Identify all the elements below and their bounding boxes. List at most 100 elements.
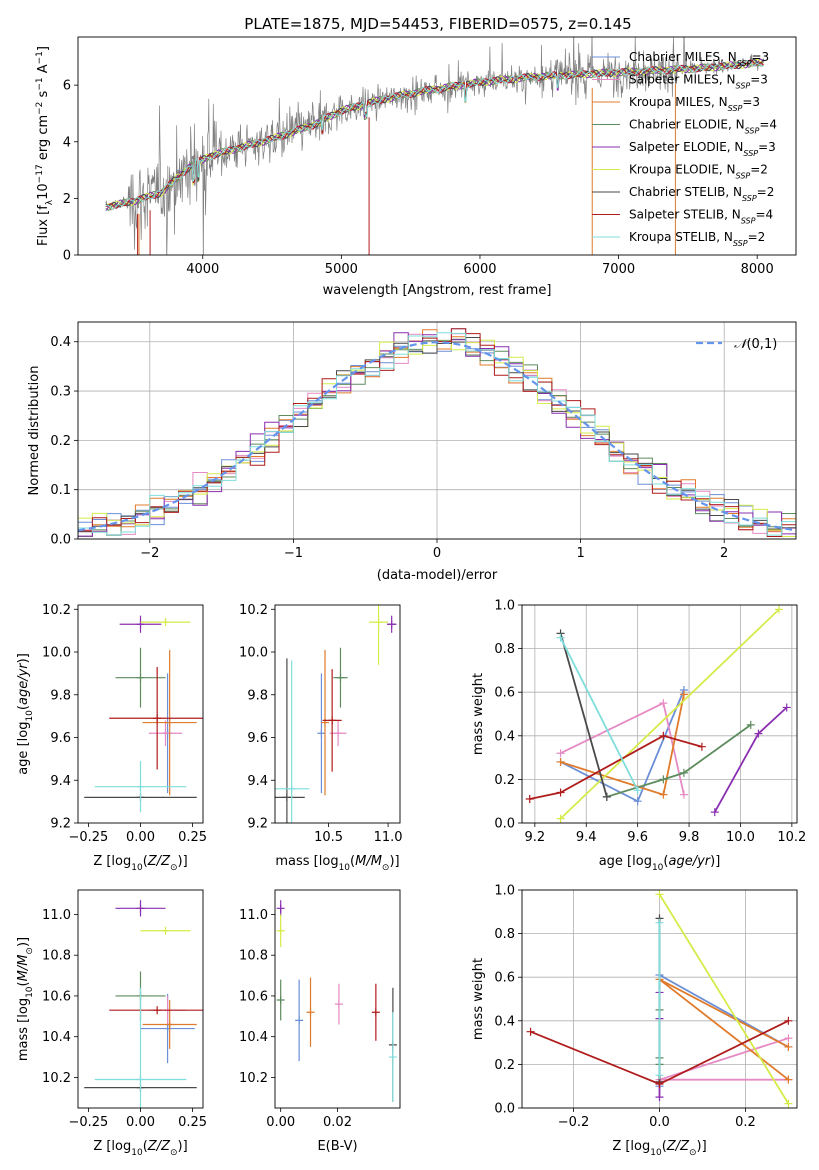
legend-text: Kroupa STELIB, N: [629, 230, 733, 244]
series-marker: [655, 1093, 664, 1102]
label-part: mass [log: [275, 854, 338, 869]
point-marker: [317, 729, 326, 738]
series-marker: [782, 703, 791, 712]
label-part: 10: [131, 1148, 143, 1158]
y-tick-label: 10.2: [239, 1071, 268, 1086]
x-tick-label: 0.25: [178, 830, 207, 845]
legend-sub: SSP: [737, 59, 752, 68]
label-part: erg cm: [36, 115, 51, 164]
legend-text: Chabrier MILES, N: [629, 50, 737, 64]
y-axis-label: mass weight: [471, 958, 486, 1040]
y-tick-label: 10.2: [42, 603, 71, 618]
label-part: ⊙: [170, 863, 178, 873]
y-axis-label: mass [log10(M/M⊙)]: [16, 937, 35, 1061]
label-part: )]: [16, 653, 31, 663]
data-layer: [105, 37, 765, 255]
legend-entry: Chabrier ELODIE, NSSP=4: [629, 118, 777, 136]
label-part: (: [663, 854, 668, 869]
x-tick-label: 0.2: [735, 1115, 756, 1130]
label-part: )]: [389, 854, 399, 869]
point-marker: [387, 620, 396, 629]
label-part: −1: [35, 77, 45, 90]
series-marker: [633, 797, 642, 806]
x-tick-label: 2: [720, 546, 728, 561]
y-tick-label: 10.8: [42, 949, 71, 964]
data-layer: [78, 328, 796, 537]
y-axis-label: mass weight: [471, 673, 486, 755]
axes-frame: [77, 604, 204, 824]
y-tick-label: 0.8: [494, 642, 515, 657]
point-marker: [282, 793, 291, 802]
legend-text: Salpeter MILES, N: [629, 73, 736, 87]
legend-text: =3: [750, 73, 768, 87]
label-part: M/M: [16, 955, 31, 982]
label-part: λ: [45, 199, 55, 205]
y-tick-label: 4: [63, 135, 71, 150]
y-tick-label: 9.8: [247, 688, 268, 703]
panel-Z_age: −0.25 0.00 0.259.29.49.69.810.010.2Z [log1…: [16, 603, 207, 873]
series-marker: [556, 788, 565, 797]
point-marker: [334, 1000, 343, 1009]
point-marker: [321, 718, 329, 727]
legend-sub: SSP: [745, 126, 760, 135]
figure-title: PLATE=1875, MJD=54453, FIBERID=0575, z=0…: [244, 15, 631, 33]
y-tick-label: 0.0: [494, 1102, 515, 1117]
panel-age_weight: 9.2 9.4 9.6 9.8 10.0 10.2 0.0 0.2 0.4 0.6 0.8 1.0 ag…: [471, 599, 806, 874]
data-layer: [275, 605, 397, 823]
point-marker: [136, 782, 145, 791]
x-tick-label: 9.8: [679, 830, 700, 845]
legend-entry: Salpeter ELODIE, NSSP=3: [629, 140, 776, 158]
y-tick-label: 0.0: [494, 817, 515, 832]
x-tick-label: 10.5: [314, 830, 343, 845]
x-axis-label: mass [log10(M/M⊙)]: [275, 854, 399, 873]
x-tick-label: 0.25: [178, 1115, 207, 1130]
x-axis-label: E(B-V): [317, 1139, 357, 1154]
label-part: M/M: [355, 854, 382, 869]
x-tick-label: 0: [433, 546, 441, 561]
label-part: 10: [36, 183, 51, 200]
point-marker: [306, 1008, 315, 1017]
series-marker: [655, 1071, 664, 1080]
data-layer: [84, 615, 203, 813]
y-tick-label: 6: [63, 79, 71, 94]
y-tick-label: 9.6: [50, 731, 71, 746]
label-part: age [log: [599, 854, 652, 869]
y-tick-label: 9.8: [50, 688, 71, 703]
axes-frame: [77, 36, 797, 256]
y-tick-label: 0.2: [50, 434, 71, 449]
series-marker: [784, 1075, 793, 1084]
legend-entry: Chabrier MILES, NSSP=3: [629, 50, 769, 68]
series-kroupa-stelib: [559, 637, 639, 791]
data-layer: [526, 890, 793, 1108]
legend-sub: SSP: [741, 216, 756, 225]
point-marker: [136, 673, 145, 682]
legend-text: Salpeter ELODIE, N: [629, 140, 743, 154]
legend-sub: SSP: [742, 194, 757, 203]
series-marker: [679, 790, 688, 799]
label-part: age [log: [16, 722, 31, 775]
legend-text: =3: [758, 140, 776, 154]
x-axis-label: wavelength [Angstrom, rest frame]: [323, 283, 552, 298]
y-tick-label: 10.0: [42, 646, 71, 661]
data-layer: [276, 900, 397, 1102]
label-part: (: [662, 1139, 667, 1154]
legend-entry: Kroupa STELIB, NSSP=2: [629, 230, 765, 248]
label-part: −17: [35, 164, 45, 183]
series-marker: [775, 605, 784, 614]
legend-text: =2: [748, 230, 766, 244]
series-marker: [679, 690, 688, 699]
y-tick-label: 11.0: [42, 908, 71, 923]
point-marker: [153, 714, 162, 723]
label-part: (: [143, 1139, 148, 1154]
x-tick-label: 5000: [325, 262, 358, 277]
label-part: −2: [35, 102, 45, 115]
series-marker: [556, 633, 565, 642]
legend-text: =3: [742, 95, 760, 109]
label-part: 10: [25, 710, 35, 722]
point-marker: [371, 1008, 380, 1017]
point-marker: [153, 1006, 162, 1015]
legend-text: =3: [751, 50, 769, 64]
label-part: ⊙: [25, 947, 35, 955]
series-marker: [784, 1034, 793, 1043]
label-part: −1: [35, 51, 45, 64]
